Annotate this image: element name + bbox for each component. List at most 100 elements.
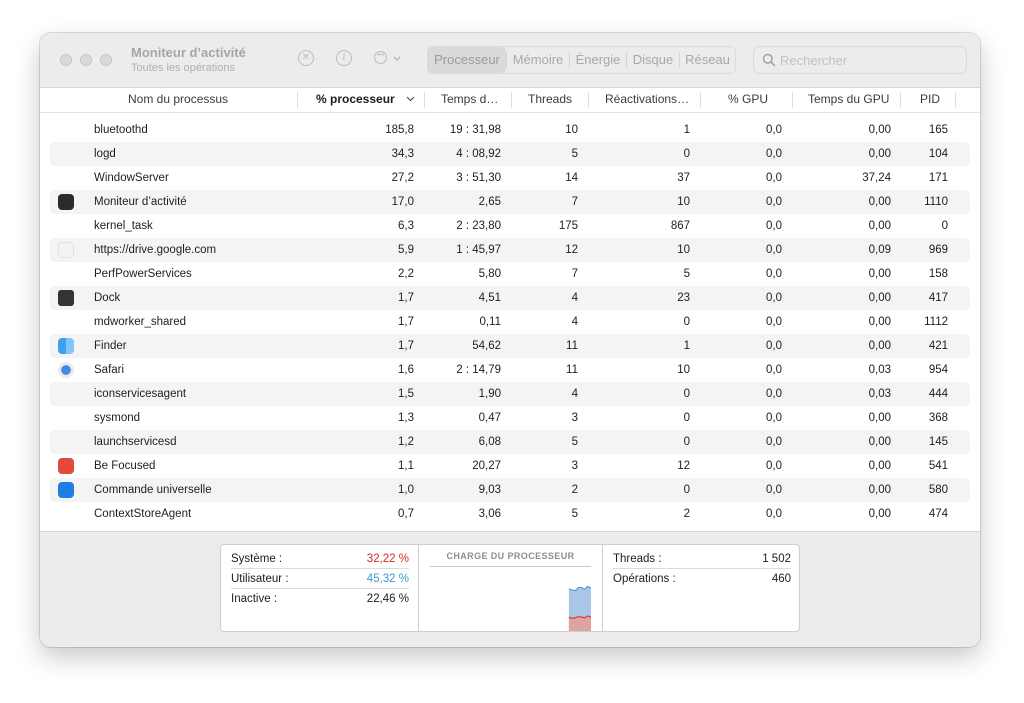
column-header-cpu[interactable]: % processeur (316, 92, 395, 106)
cpu-summary-bar: Système : 32,22 % Utilisateur : 45,32 % … (40, 531, 980, 647)
table-row[interactable]: WindowServer 27,2 3 : 51,30 14 37 0,0 37,24 171 (50, 166, 970, 190)
process-wakeups: 2 (683, 508, 690, 520)
user-stat: Utilisateur : 45,32 % (231, 573, 409, 592)
close-window-button[interactable] (60, 54, 72, 66)
table-row[interactable]: Commande universelle 1,0 9,03 2 0 0,0 0,00 580 (50, 478, 970, 502)
system-label: Système : (231, 553, 283, 565)
idle-value: 22,46 % (366, 593, 409, 605)
process-name: bluetoothd (94, 124, 148, 136)
process-cpu: 1,0 (398, 484, 414, 496)
table-row[interactable]: sysmond 1,3 0,47 3 0 0,0 0,00 368 (50, 406, 970, 430)
process-time: 2 : 14,79 (456, 364, 501, 376)
column-header-name[interactable]: Nom du processus (128, 92, 229, 106)
view-tabs: Processeur Mémoire Énergie Disque Réseau (427, 46, 736, 74)
process-time: 0,11 (479, 316, 501, 328)
table-row[interactable]: Finder 1,7 54,62 11 1 0,0 0,00 421 (50, 334, 970, 358)
process-wakeups: 37 (677, 172, 690, 184)
zoom-window-button[interactable] (100, 54, 112, 66)
tab-memoire[interactable]: Mémoire (512, 52, 564, 67)
threads-panel: Threads : 1 502 Opérations : 460 (602, 544, 800, 632)
column-divider[interactable] (511, 92, 512, 108)
processes-label: Opérations : (613, 573, 676, 585)
process-cpu: 1,7 (398, 292, 414, 304)
process-time: 2 : 23,80 (456, 220, 501, 232)
table-row[interactable]: iconservicesagent 1,5 1,90 4 0 0,0 0,03 444 (50, 382, 970, 406)
tab-disque[interactable]: Disque (632, 52, 674, 67)
process-threads: 11 (566, 364, 578, 376)
process-wakeups: 0 (683, 436, 690, 448)
sort-descending-icon[interactable] (406, 96, 415, 102)
column-header-gpu[interactable]: % GPU (728, 92, 769, 106)
universal-control-icon (58, 482, 74, 498)
process-name: launchservicesd (94, 436, 177, 448)
process-wakeups: 1 (683, 124, 690, 136)
column-divider[interactable] (700, 92, 701, 108)
table-row[interactable]: PerfPowerServices 2,2 5,80 7 5 0,0 0,00 158 (50, 262, 970, 286)
cpu-load-panel: CHARGE DU PROCESSEUR (418, 544, 603, 632)
column-divider[interactable] (792, 92, 793, 108)
tab-processeur[interactable]: Processeur (428, 47, 506, 73)
more-actions-button[interactable]: ••• (374, 51, 387, 64)
table-row[interactable]: kernel_task 6,3 2 : 23,80 175 867 0,0 0,00 0 (50, 214, 970, 238)
process-gpu: 0,0 (766, 244, 782, 256)
column-header-wakeups[interactable]: Réactivations… (605, 92, 690, 106)
tab-energie[interactable]: Énergie (575, 52, 621, 67)
process-wakeups: 10 (677, 244, 690, 256)
process-pid: 421 (928, 340, 948, 352)
table-row[interactable]: mdworker_shared 1,7 0,11 4 0 0,0 0,00 1112 (50, 310, 970, 334)
column-header-time[interactable]: Temps d… (441, 92, 499, 106)
process-threads: 2 (571, 484, 578, 496)
idle-label: Inactive : (231, 593, 278, 605)
process-pid: 0 (941, 220, 948, 232)
process-wakeups: 0 (683, 412, 690, 424)
column-header-pid[interactable]: PID (920, 92, 941, 106)
divider (613, 568, 791, 569)
table-row[interactable]: https://drive.google.com 5,9 1 : 45,97 12 10… (50, 238, 970, 262)
process-time: 0,47 (478, 412, 501, 424)
column-divider[interactable] (955, 92, 956, 108)
minimize-window-button[interactable] (80, 54, 92, 66)
process-time: 3 : 51,30 (456, 172, 501, 184)
process-gpu-time: 0,00 (868, 484, 891, 496)
process-pid: 1112 (924, 316, 948, 328)
process-gpu: 0,0 (766, 484, 782, 496)
process-pid: 954 (928, 364, 948, 376)
table-row[interactable]: bluetoothd 185,8 19 : 31,98 10 1 0,0 0,00 165 (50, 118, 970, 142)
table-row[interactable]: Be Focused 1,1 20,27 3 12 0,0 0,00 541 (50, 454, 970, 478)
column-divider[interactable] (297, 92, 298, 108)
process-gpu-time: 0,00 (868, 460, 891, 472)
column-header-threads[interactable]: Threads (528, 92, 573, 106)
system-value: 32,22 % (366, 553, 409, 565)
table-row[interactable]: Dock 1,7 4,51 4 23 0,0 0,00 417 (50, 286, 970, 310)
column-divider[interactable] (900, 92, 901, 108)
process-time: 2,65 (478, 196, 501, 208)
stop-process-button[interactable]: ✕ (298, 50, 314, 66)
table-row[interactable]: ContextStoreAgent 0,7 3,06 5 2 0,0 0,00 474 (50, 502, 970, 526)
tab-reseau[interactable]: Réseau (685, 52, 730, 67)
threads-value: 1 502 (762, 553, 791, 565)
info-button[interactable]: i (336, 50, 352, 66)
table-row[interactable]: Moniteur d’activité 17,0 2,65 7 10 0,0 0,00 111… (50, 190, 970, 214)
process-pid: 158 (928, 268, 948, 280)
search-input[interactable] (780, 47, 960, 73)
cpu-usage-panel: Système : 32,22 % Utilisateur : 45,32 % … (220, 544, 419, 632)
column-divider[interactable] (588, 92, 589, 108)
process-pid: 1110 (924, 196, 948, 208)
table-row[interactable]: logd 34,3 4 : 08,92 5 0 0,0 0,00 104 (50, 142, 970, 166)
ellipsis-circle-icon: ••• (376, 52, 385, 59)
divider (231, 588, 409, 589)
table-row[interactable]: launchservicesd 1,2 6,08 5 0 0,0 0,00 145 (50, 430, 970, 454)
process-cpu: 1,1 (398, 460, 414, 472)
column-divider[interactable] (424, 92, 425, 108)
process-gpu: 0,0 (766, 316, 782, 328)
process-wakeups: 10 (677, 364, 690, 376)
table-row[interactable]: Safari 1,6 2 : 14,79 11 10 0,0 0,03 954 (50, 358, 970, 382)
column-header-gpu-time[interactable]: Temps du GPU (808, 92, 890, 106)
process-gpu: 0,0 (766, 172, 782, 184)
process-gpu-time: 0,00 (868, 340, 891, 352)
processes-stat: Opérations : 460 (613, 573, 791, 592)
divider (430, 566, 591, 567)
search-field[interactable] (753, 46, 967, 74)
process-wakeups: 0 (683, 388, 690, 400)
process-cpu: 1,6 (398, 364, 414, 376)
